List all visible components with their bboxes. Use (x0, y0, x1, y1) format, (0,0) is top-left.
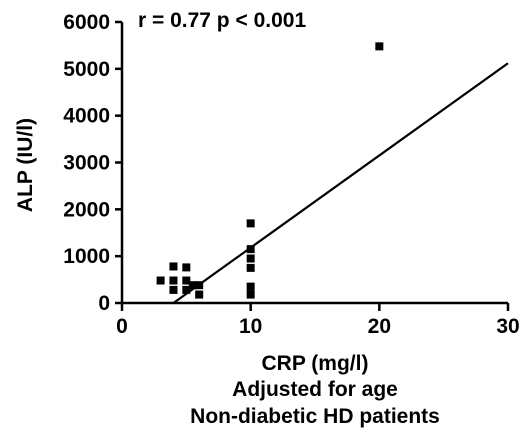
regression-line-group (172, 62, 509, 304)
y-tick-label: 5000 (63, 58, 110, 81)
data-point (169, 285, 178, 294)
y-tick-label: 2000 (63, 198, 110, 221)
data-point (246, 282, 255, 291)
y-tick-label: 3000 (63, 152, 110, 175)
data-point (246, 245, 255, 254)
x-tick-label: 20 (368, 315, 391, 338)
x-tick-label: 30 (496, 315, 519, 338)
data-point (169, 262, 178, 271)
data-point (182, 276, 191, 285)
data-point (195, 290, 204, 299)
data-point (375, 42, 384, 51)
subtitle-line-1: Adjusted for age (232, 378, 398, 401)
data-point (246, 254, 255, 263)
axes: 0 1000 2000 3000 4000 5000 6000 0 10 20 30 (63, 11, 519, 338)
data-point (156, 276, 165, 285)
data-point (246, 290, 255, 299)
data-point (246, 219, 255, 228)
data-point (182, 263, 191, 272)
data-point (188, 281, 197, 290)
y-tick-label: 1000 (63, 245, 110, 268)
y-tick-label: 6000 (63, 11, 110, 34)
data-point (246, 263, 255, 272)
data-points (156, 42, 384, 299)
y-tick-label: 4000 (63, 105, 110, 128)
y-axis-label: ALP (IU/l) (14, 118, 37, 212)
y-tick-label: 0 (98, 292, 110, 315)
subtitle-line-2: Non-diabetic HD patients (190, 405, 440, 428)
data-point (169, 276, 178, 285)
x-axis-label: CRP (mg/l) (262, 352, 369, 375)
x-tick-label: 10 (239, 315, 262, 338)
correlation-annotation: r = 0.77 p < 0.001 (138, 9, 306, 32)
regression-line (172, 62, 509, 304)
x-tick-label: 0 (116, 315, 128, 338)
data-point (182, 285, 191, 294)
